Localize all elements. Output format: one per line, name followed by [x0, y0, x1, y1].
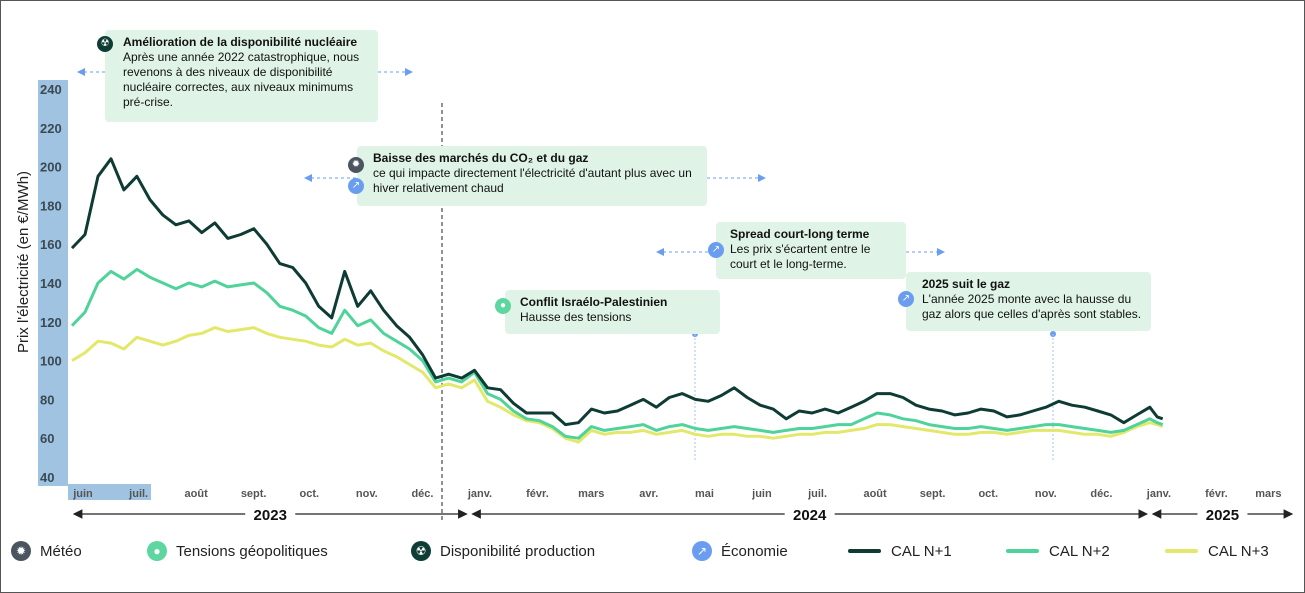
x-tick-label: juin: [72, 488, 93, 500]
legend-n2-swatch: [1006, 549, 1039, 553]
sun-icon: ✹: [11, 541, 31, 561]
x-tick-label: août: [863, 488, 887, 500]
legend-tensions: ● Tensions géopolitiques: [147, 540, 328, 562]
year-label-bg: [784, 505, 835, 523]
x-tick-label: févr.: [1205, 488, 1228, 500]
legend-tensions-label: Tensions géopolitiques: [176, 542, 328, 560]
x-tick-label: nov.: [356, 488, 378, 500]
drop-icon: ●: [147, 541, 167, 561]
x-tick-label: janv.: [467, 488, 492, 500]
callout-conflict-title: Conflit Israélo-Palestinien: [520, 295, 668, 309]
x-tick-label: sept.: [241, 488, 267, 500]
y-tick-label: 40: [40, 470, 54, 485]
legend-n1-label: CAL N+1: [891, 542, 952, 560]
callout-co2: ✹ ↗ Baisse des marchés du CO₂ et du gaz …: [348, 146, 707, 206]
x-tick-label: févr.: [526, 488, 549, 500]
callout-co2-title: Baisse des marchés du CO₂ et du gaz: [373, 151, 589, 165]
year-label-bg: [1197, 505, 1248, 523]
callout-spread: ↗ Spread court-long terme Les prix s'éca…: [708, 222, 906, 279]
year-label-bg: [245, 505, 296, 523]
callout-nuclear-text: Après une année 2022 catastrophique, nou…: [123, 50, 360, 109]
y-tick-label: 140: [40, 276, 62, 291]
legend-production: ☢ Disponibilité production: [411, 540, 595, 562]
legend-economie-label: Économie: [721, 542, 788, 560]
legend-n2-label: CAL N+2: [1049, 542, 1110, 560]
radiation-icon: ☢: [97, 36, 113, 52]
y-tick-label: 60: [40, 431, 54, 446]
y-tick-label: 200: [40, 160, 62, 175]
x-tick-label: oct.: [300, 488, 320, 500]
x-tick-label: mars: [578, 488, 604, 500]
x-tick-label: janv.: [1146, 488, 1171, 500]
callout-co2-text: ce qui impacte directement l'électricité…: [373, 166, 692, 195]
callout-gas2025: ↗ 2025 suit le gaz L'année 2025 monte av…: [898, 272, 1151, 331]
x-tick-label: déc.: [411, 488, 433, 500]
x-tick-label: juil.: [807, 488, 827, 500]
sun-icon: ✹: [348, 157, 364, 173]
year-label: 2025: [1206, 507, 1239, 524]
x-tick-label: mars: [1255, 488, 1281, 500]
x-tick-label: avr.: [639, 488, 658, 500]
y-axis: 240 220 200 180 160 140 120 100 80 60 40: [38, 80, 68, 486]
annotation-arrows: [77, 68, 1056, 520]
callout-conflict: ● Conflit Israélo-Palestinien Hausse des…: [495, 290, 720, 334]
series-lines: [70, 157, 1164, 444]
legend-n1: CAL N+1: [848, 540, 952, 562]
year-axis: 2023 2024 2025: [72, 505, 1294, 524]
callout-nuclear: ☢ Amélioration de la disponibilité nuclé…: [97, 30, 378, 122]
legend-n1-swatch: [848, 549, 881, 553]
year-label: 2023: [254, 507, 287, 524]
y-tick-label: 80: [40, 392, 54, 407]
y-axis-label: Prix l'électricité (en €/MWh): [15, 171, 32, 353]
x-tick-label: août: [185, 488, 209, 500]
legend-n2: CAL N+2: [1006, 540, 1110, 562]
callout-gas2025-title: 2025 suit le gaz: [922, 277, 1011, 291]
y-tick-label: 180: [40, 198, 62, 213]
trend-icon: ↗: [348, 178, 364, 194]
x-tick-label: mai: [695, 488, 714, 500]
callout-spread-title: Spread court-long terme: [730, 227, 870, 241]
legend-economie: ↗ Économie: [692, 540, 788, 562]
x-tick-label: juin: [751, 488, 772, 500]
x-axis: juin juil. août sept. oct. nov. déc. janv. févr.…: [68, 484, 1281, 500]
legend-meteo: ✹ Météo: [11, 540, 82, 562]
drop-icon: ●: [495, 298, 511, 314]
x-tick-label: déc.: [1090, 488, 1112, 500]
y-tick-label: 240: [40, 82, 62, 97]
series-line-cal-n-3: [71, 326, 1164, 444]
series-line-cal-n-2: [70, 267, 1164, 440]
x-tick-label: sept.: [920, 488, 946, 500]
y-tick-label: 120: [40, 315, 62, 330]
callout-spread-text: Les prix s'écartent entre le court et le…: [730, 242, 871, 271]
trend-icon: ↗: [708, 242, 724, 258]
series-line-cal-n-1: [70, 157, 1164, 427]
legend-meteo-label: Météo: [40, 542, 82, 560]
x-tick-label: oct.: [978, 488, 998, 500]
x-tick-label: juil.: [128, 488, 148, 500]
callout-conflict-text: Hausse des tensions: [520, 310, 632, 324]
y-axis-highlight: [38, 80, 68, 486]
y-tick-label: 160: [40, 237, 62, 252]
callout-nuclear-title: Amélioration de la disponibilité nucléai…: [123, 35, 358, 49]
legend-n3-swatch: [1165, 549, 1198, 553]
radiation-icon: ☢: [411, 541, 431, 561]
x-tick-label: nov.: [1035, 488, 1057, 500]
year-label: 2024: [793, 507, 827, 524]
legend-production-label: Disponibilité production: [440, 542, 596, 560]
y-tick-label: 100: [40, 354, 62, 369]
legend-n3: CAL N+3: [1165, 540, 1269, 562]
trend-icon: ↗: [692, 541, 712, 561]
trend-icon: ↗: [898, 291, 914, 307]
y-tick-label: 220: [40, 121, 62, 136]
callout-gas2025-text: L'année 2025 monte avec la hausse du gaz…: [922, 292, 1142, 321]
legend-n3-label: CAL N+3: [1208, 542, 1269, 560]
x-axis-highlight: [68, 484, 151, 500]
